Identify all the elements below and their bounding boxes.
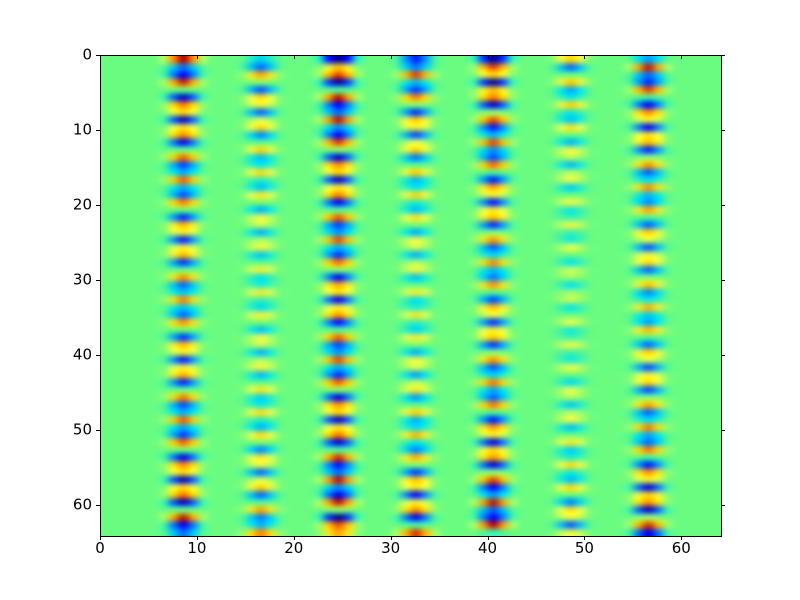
x-axis-ticklabel: 20: [284, 539, 304, 557]
y-axis-tick: [96, 205, 100, 206]
y-axis-ticklabel: 20: [72, 195, 92, 214]
x-axis-ticklabel: 0: [95, 539, 105, 557]
heatmap-axes[interactable]: [100, 55, 722, 537]
x-axis-ticklabel: 10: [187, 539, 207, 557]
y-axis-tick: [96, 430, 100, 431]
y-axis-tick: [96, 55, 100, 56]
y-axis-tick-right: [721, 505, 725, 506]
x-axis-tick: [293, 536, 295, 540]
x-axis-tick-top: [293, 55, 295, 59]
y-axis-ticklabel: 60: [72, 495, 92, 514]
y-axis-ticklabel: 30: [72, 270, 92, 289]
x-axis-tick: [681, 536, 683, 540]
y-axis-tick-right: [721, 355, 725, 356]
x-axis-ticklabel: 40: [477, 539, 498, 557]
y-axis-tick-right: [721, 130, 725, 131]
x-axis-tick: [196, 536, 198, 540]
y-axis-tick: [96, 505, 100, 506]
x-axis-tick-top: [100, 55, 101, 59]
y-axis-tick-right: [721, 430, 725, 431]
x-axis-ticklabel: 50: [574, 539, 594, 557]
x-axis-tick: [100, 536, 101, 540]
y-axis-tick: [96, 355, 100, 356]
x-axis-ticklabel: 30: [381, 539, 401, 557]
y-axis-ticklabel: 50: [72, 420, 92, 439]
y-axis-tick-right: [721, 280, 725, 281]
y-axis-tick-right: [721, 55, 725, 56]
x-axis-tick-top: [584, 55, 586, 59]
x-axis-tick-top: [390, 55, 392, 59]
heatmap-image: [101, 56, 721, 536]
x-axis-tick-top: [681, 55, 683, 59]
x-axis-ticklabel: 60: [671, 539, 691, 557]
y-axis-tick: [96, 280, 100, 281]
x-axis-tick: [390, 536, 392, 540]
y-axis-tick-right: [721, 205, 725, 206]
y-axis-ticklabel: 40: [72, 345, 92, 364]
y-axis-ticklabel: 10: [72, 120, 92, 139]
y-axis-ticklabel: 0: [82, 45, 92, 64]
y-axis-tick: [96, 130, 100, 131]
x-axis-tick-top: [487, 55, 489, 59]
x-axis-tick: [487, 536, 489, 540]
x-axis-tick-top: [196, 55, 198, 59]
x-axis-tick: [584, 536, 586, 540]
